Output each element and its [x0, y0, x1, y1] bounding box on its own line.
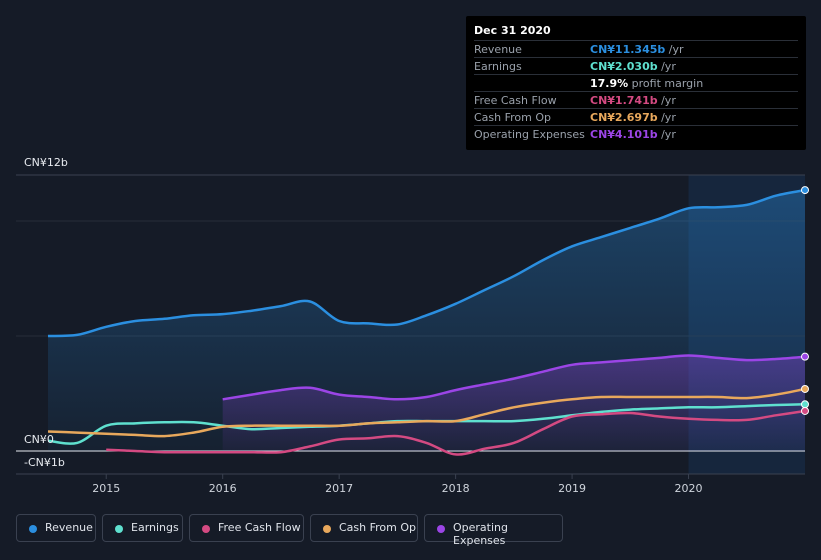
tooltip-row-value: CN¥4.101b /yr: [590, 128, 676, 141]
tooltip-row-value: 17.9% profit margin: [590, 77, 703, 90]
area-operating-expenses: [222, 355, 805, 451]
legend-label: Free Cash Flow: [218, 521, 301, 534]
legend-dot-icon: [323, 525, 331, 533]
tooltip-row: Earnings CN¥2.030b /yr: [474, 57, 798, 75]
legend-item-earnings[interactable]: Earnings: [102, 514, 183, 542]
tooltip-row-value: CN¥2.030b /yr: [590, 60, 676, 73]
legend-label: Earnings: [131, 521, 179, 534]
tooltip-unit: /yr: [657, 111, 676, 124]
x-tick-label: 2017: [325, 482, 354, 495]
x-tick-label: 2018: [441, 482, 470, 495]
tooltip-value-text: CN¥1.741b: [590, 94, 658, 107]
tooltip-date: Dec 31 2020: [474, 24, 551, 37]
legend-item-free-cash-flow[interactable]: Free Cash Flow: [189, 514, 304, 542]
tooltip-unit: profit margin: [628, 77, 704, 90]
x-tick-label: 2016: [208, 482, 237, 495]
legend-dot-icon: [437, 525, 445, 533]
tooltip-row: Free Cash Flow CN¥1.741b /yr: [474, 91, 798, 109]
tooltip-value-text: 17.9%: [590, 77, 629, 90]
legend-item-cash-from-op[interactable]: Cash From Op: [310, 514, 418, 542]
tooltip-row-label: Earnings: [474, 60, 522, 73]
line-cash-from-op: [47, 387, 806, 438]
legend-label: Revenue: [45, 521, 93, 534]
legend-dot-icon: [29, 525, 37, 533]
tooltip-row: Operating Expenses CN¥4.101b /yr: [474, 125, 798, 143]
chart-area: [16, 174, 809, 479]
legend-item-revenue[interactable]: Revenue: [16, 514, 96, 542]
tooltip-value-text: CN¥2.697b: [590, 111, 658, 124]
endpoint-earnings[interactable]: [801, 400, 809, 409]
tooltip-row: Cash From Op CN¥2.697b /yr: [474, 108, 798, 126]
tooltip-row-value: CN¥2.697b /yr: [590, 111, 676, 124]
legend-label: Cash From Op: [339, 521, 417, 534]
endpoint-cash-from-op[interactable]: [801, 384, 809, 393]
y-label-bottom: -CN¥1b: [24, 456, 65, 469]
y-label-zero: CN¥0: [24, 433, 54, 446]
endpoint-operating-expenses[interactable]: [801, 352, 809, 361]
tooltip-row-label: Free Cash Flow: [474, 94, 557, 107]
endpoint-free-cash-flow[interactable]: [801, 406, 809, 415]
tooltip-unit: /yr: [657, 128, 676, 141]
tooltip-value-text: CN¥4.101b: [590, 128, 658, 141]
tooltip-row-value: CN¥1.741b /yr: [590, 94, 676, 107]
tooltip-row-value: CN¥11.345b /yr: [590, 43, 684, 56]
line-free-cash-flow: [106, 409, 806, 456]
tooltip-row-label: Revenue: [474, 43, 522, 56]
tooltip-unit: /yr: [657, 60, 676, 73]
legend-dot-icon: [202, 525, 210, 533]
line-revenue: [47, 188, 806, 338]
x-tick-label: 2015: [92, 482, 121, 495]
tooltip-unit: /yr: [657, 94, 676, 107]
x-tick-label: 2020: [674, 482, 703, 495]
tooltip-value-text: CN¥11.345b: [590, 43, 666, 56]
tooltip-row: 17.9% profit margin: [474, 74, 798, 92]
legend-item-operating-expenses[interactable]: Operating Expenses: [424, 514, 563, 547]
tooltip-row-label: Operating Expenses: [474, 128, 585, 141]
tooltip: Dec 31 2020 Revenue CN¥11.345b /yr Earning…: [466, 16, 806, 150]
legend-label: Operating Expenses: [453, 521, 508, 547]
tooltip-row: Revenue CN¥11.345b /yr: [474, 40, 798, 58]
y-label-top: CN¥12b: [24, 156, 68, 169]
tooltip-value-text: CN¥2.030b: [590, 60, 658, 73]
legend-dot-icon: [115, 525, 123, 533]
line-operating-expenses: [222, 354, 806, 401]
endpoint-revenue[interactable]: [801, 186, 809, 195]
tooltip-row-label: Cash From Op: [474, 111, 552, 124]
tooltip-unit: /yr: [665, 43, 684, 56]
x-tick-label: 2019: [558, 482, 587, 495]
